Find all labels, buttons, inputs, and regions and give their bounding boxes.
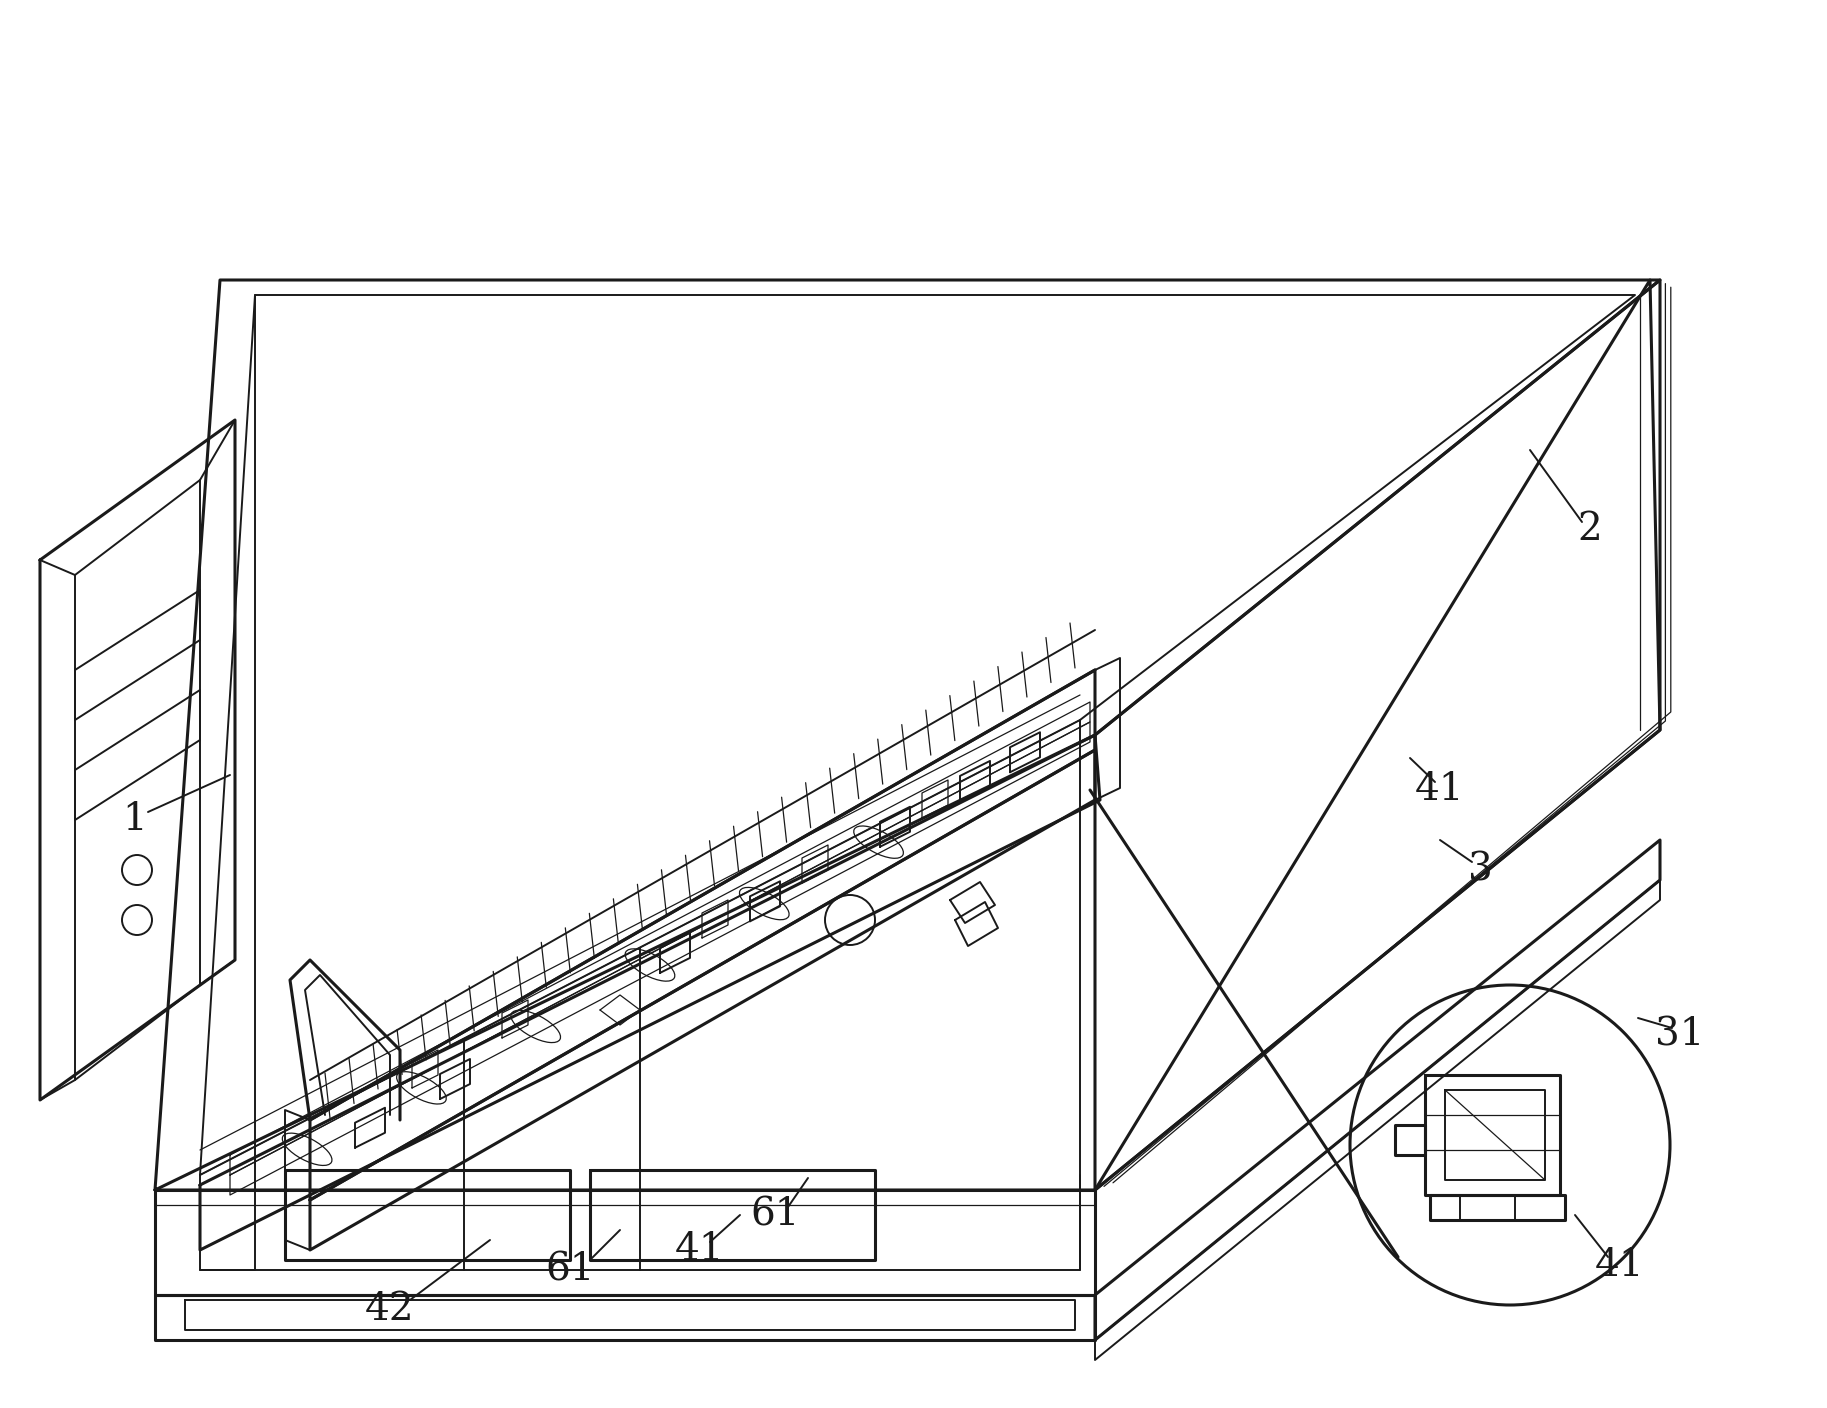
Text: 1: 1 xyxy=(122,801,148,839)
Text: 42: 42 xyxy=(365,1291,415,1329)
Text: 41: 41 xyxy=(1416,772,1465,808)
Text: 2: 2 xyxy=(1579,511,1602,549)
Text: 61: 61 xyxy=(544,1252,594,1288)
Text: 41: 41 xyxy=(676,1232,725,1269)
Text: 41: 41 xyxy=(1595,1246,1644,1284)
Text: 31: 31 xyxy=(1655,1017,1705,1053)
Text: 61: 61 xyxy=(751,1197,800,1233)
Text: 3: 3 xyxy=(1467,852,1493,888)
